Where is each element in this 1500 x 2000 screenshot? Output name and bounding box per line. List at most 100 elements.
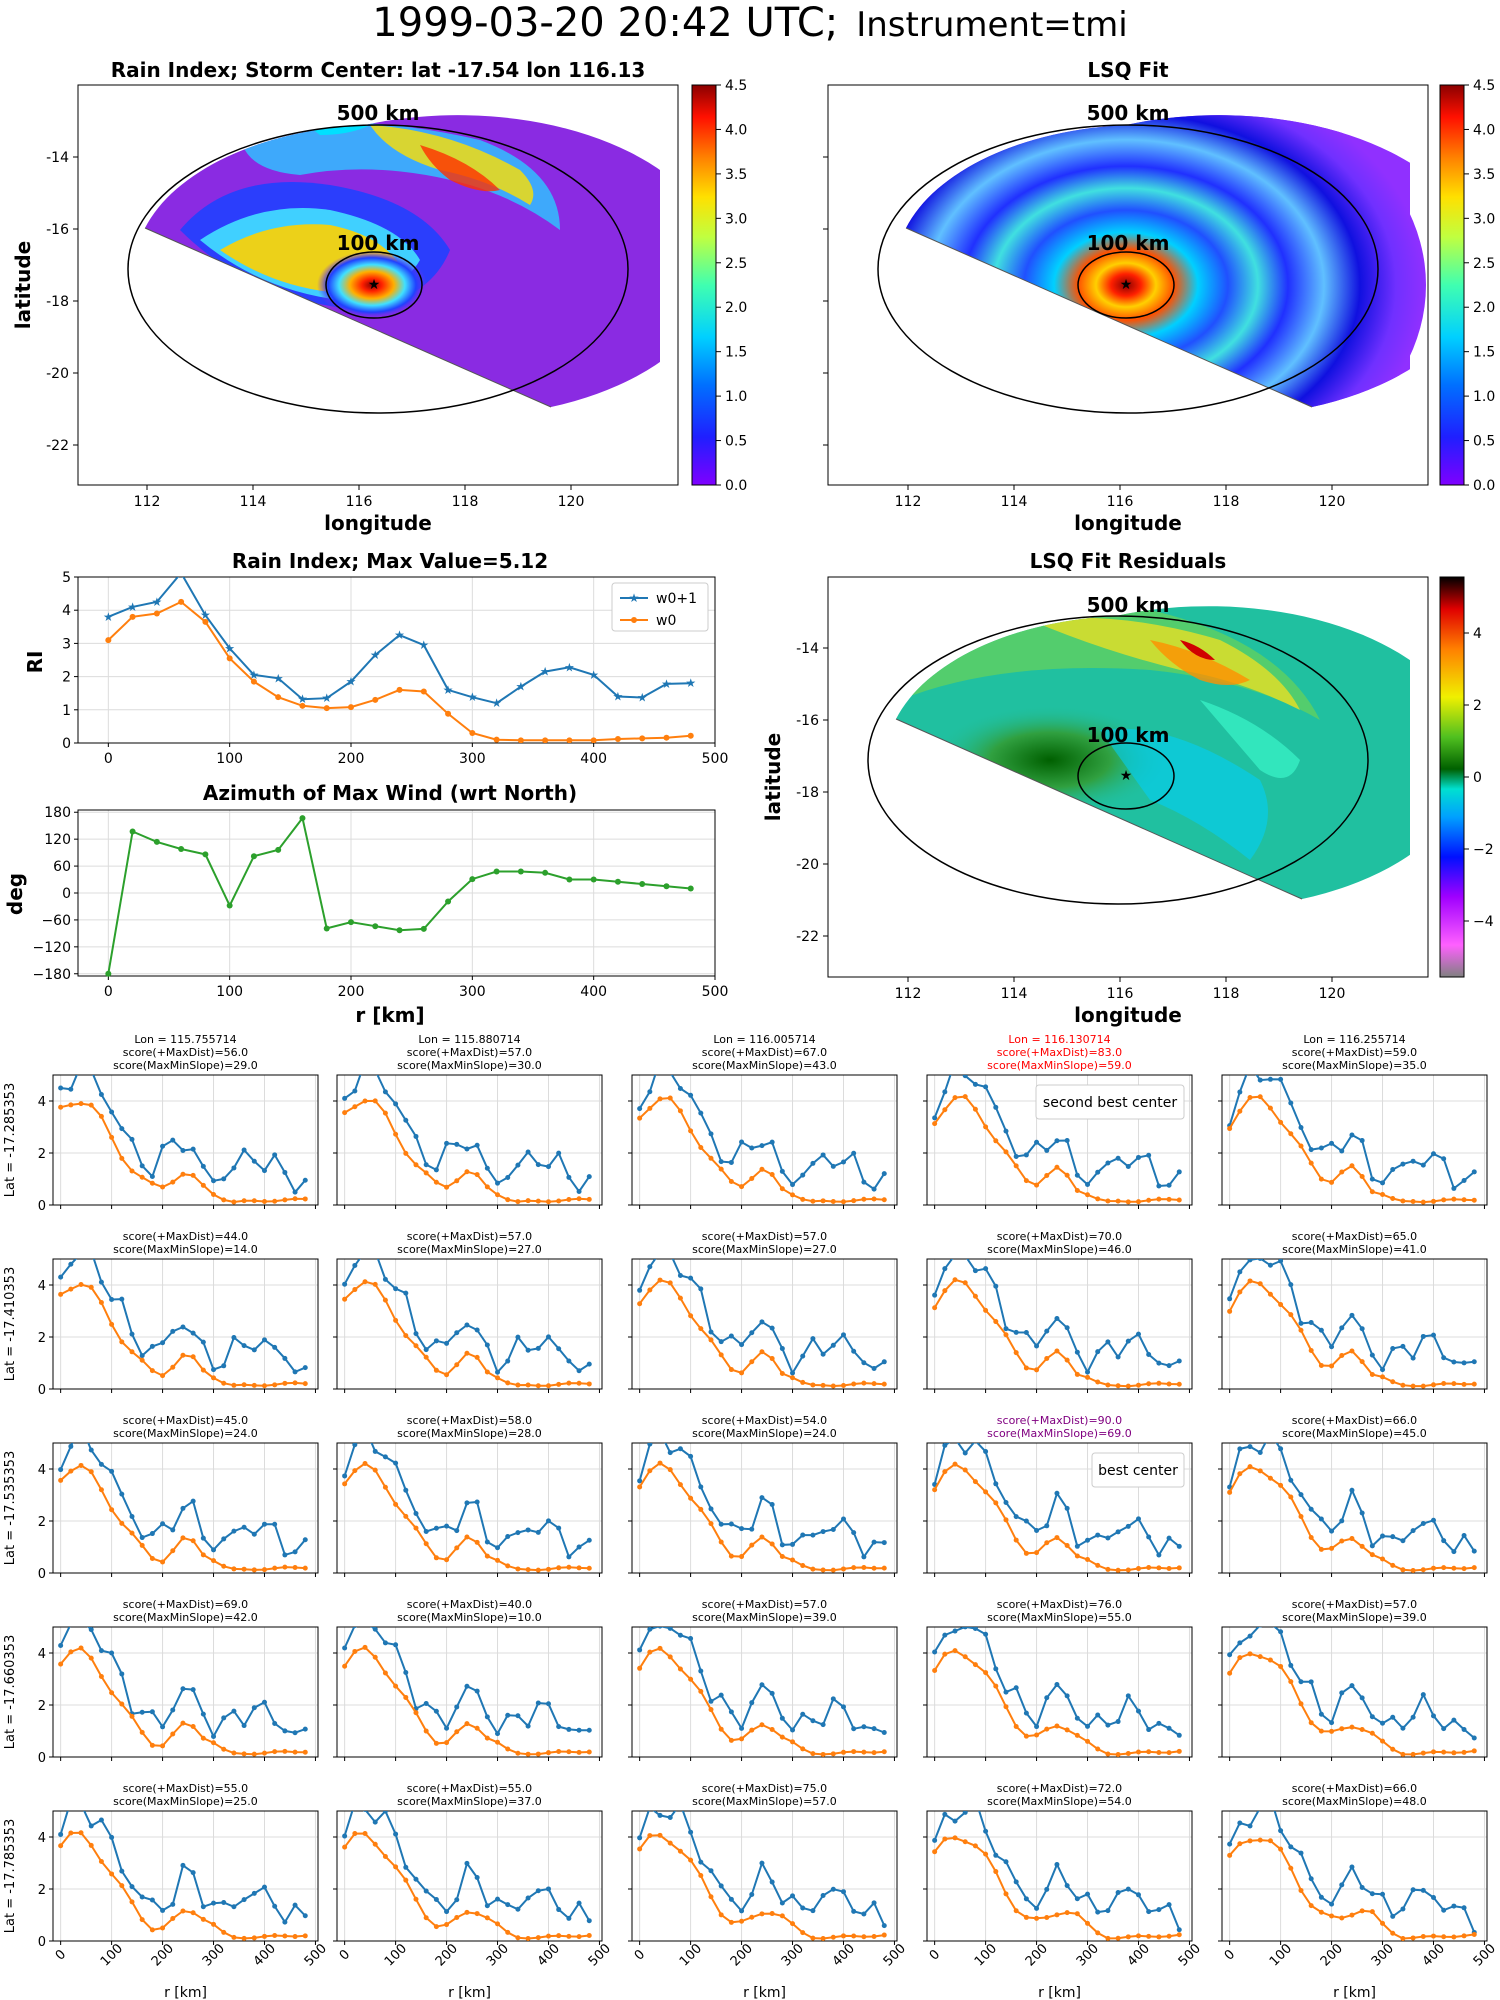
panel-w0-point bbox=[342, 1110, 348, 1116]
panel-w0-point bbox=[170, 1731, 176, 1737]
panel-w0-point bbox=[139, 1542, 145, 1548]
panel-w0p1-point bbox=[241, 1147, 247, 1153]
azimuth-ytick-label: 0 bbox=[62, 886, 71, 902]
panel-w0-point bbox=[1085, 1556, 1091, 1562]
panel-w0-point bbox=[830, 1198, 836, 1204]
panel-w0p1-point bbox=[1054, 1682, 1060, 1688]
panel-r3-c5: score(+MaxDist)=66.0score(MaxMinSlope)=4… bbox=[1218, 1414, 1488, 1577]
panel-w0p1-point bbox=[1329, 1720, 1335, 1726]
panel-w0-point bbox=[464, 1909, 470, 1915]
panel-w0p1-point bbox=[129, 1331, 135, 1337]
panel-w0-point bbox=[515, 1935, 521, 1941]
azimuth-series-group bbox=[105, 815, 694, 977]
panel-w0-point bbox=[362, 1461, 368, 1467]
panel-w0-point bbox=[1156, 1380, 1162, 1386]
panel-w0-point bbox=[535, 1935, 541, 1941]
panel-w0-point bbox=[484, 1553, 490, 1559]
panel-w0p1-point bbox=[1023, 1710, 1029, 1716]
panel-w0p1-point bbox=[363, 1059, 368, 1064]
panel-w0-point bbox=[231, 1566, 237, 1572]
panel-w0p1-point bbox=[647, 1089, 653, 1095]
panel-w0-point bbox=[292, 1749, 298, 1755]
panel-ytick-label: 2 bbox=[38, 1883, 46, 1898]
panel-w0-point bbox=[728, 1737, 734, 1743]
panel-w0p1-point bbox=[1349, 1312, 1355, 1318]
panel-w0p1-point bbox=[68, 1261, 74, 1267]
panel-w0-point bbox=[282, 1197, 288, 1203]
panel-w0-point bbox=[810, 1198, 816, 1204]
panel-w0p1-point bbox=[1420, 1162, 1426, 1168]
panel-w0p1-point bbox=[1339, 1148, 1345, 1154]
panel-w0-point bbox=[576, 1196, 582, 1202]
panel-r1-c4: Lon = 116.130714score(+MaxDist)=83.0scor… bbox=[923, 1033, 1193, 1209]
svg-text:-22: -22 bbox=[796, 929, 819, 945]
panel-score-maxminslope: score(MaxMinSlope)=25.0 bbox=[113, 1795, 258, 1808]
panel-r5-c4: 0 100 200 300 400 500score(+MaxDist)=72.0scor… bbox=[923, 1782, 1204, 2000]
panel-w0p1-point bbox=[373, 1068, 378, 1073]
panel-w0p1-point bbox=[1461, 1905, 1467, 1911]
panel-w0p1-point bbox=[963, 1253, 968, 1258]
panel-w0p1-point bbox=[211, 1900, 217, 1906]
panel-w0p1-point bbox=[433, 1525, 439, 1531]
panel-w0p1-point bbox=[464, 1146, 470, 1152]
panel-w0p1-point bbox=[769, 1879, 775, 1885]
panel-w0-point bbox=[98, 1113, 104, 1119]
rain-profile-w0-point bbox=[178, 598, 185, 605]
panel-score-maxdist: score(+MaxDist)=72.0 bbox=[997, 1782, 1122, 1795]
panel-w0-point bbox=[1125, 1750, 1131, 1756]
panel-w0-point bbox=[586, 1196, 592, 1202]
panel-w0-point bbox=[109, 1321, 115, 1327]
panel-score-maxdist: score(+MaxDist)=57.0 bbox=[1292, 1598, 1417, 1611]
panel-w0-point bbox=[556, 1198, 562, 1204]
panel-w0-point bbox=[1410, 1383, 1416, 1389]
colorbar-tick-label: 4 bbox=[1473, 626, 1482, 642]
rain-profile-w0p1-point: ★ bbox=[515, 680, 526, 694]
panel-w0-point bbox=[1135, 1933, 1141, 1939]
panel-r2-c4: score(+MaxDist)=70.0score(MaxMinSlope)=4… bbox=[923, 1230, 1193, 1393]
panel-w0p1-point bbox=[1268, 1621, 1273, 1626]
panel-w0-point bbox=[840, 1383, 846, 1389]
panel-w0-group bbox=[1227, 1464, 1477, 1573]
panel-r1-c5: Lon = 116.255714score(+MaxDist)=59.0scor… bbox=[1218, 1033, 1488, 1209]
panel-w0-point bbox=[261, 1567, 267, 1573]
panel-w0p1-point bbox=[272, 1903, 278, 1909]
panel-w0p1-point bbox=[667, 1814, 673, 1820]
panel-w0p1-point bbox=[433, 1167, 439, 1173]
azimuth-xtick-label: 0 bbox=[104, 984, 113, 1000]
panel-w0-point bbox=[739, 1184, 745, 1190]
panel-w0-point bbox=[1267, 1291, 1273, 1297]
panel-w0-point bbox=[698, 1506, 704, 1512]
panel-w0p1-point bbox=[932, 1115, 938, 1121]
panel-w0p1-point bbox=[1135, 1331, 1141, 1337]
panel-r4-c2: score(+MaxDist)=40.0score(MaxMinSlope)=1… bbox=[333, 1598, 603, 1761]
panel-w0-point bbox=[1390, 1379, 1396, 1385]
panel-w0p1-point bbox=[1451, 1549, 1457, 1555]
panel-w0-point bbox=[413, 1896, 419, 1902]
panel-w0-group bbox=[342, 1831, 592, 1941]
panel-w0-point bbox=[1390, 1746, 1396, 1752]
panel-w0p1-point bbox=[1176, 1543, 1182, 1549]
panel-w0p1-point bbox=[484, 1714, 490, 1720]
panel-w0p1-point bbox=[342, 1281, 348, 1287]
panel-w0-point bbox=[1359, 1908, 1365, 1914]
panel-w0-point bbox=[474, 1911, 480, 1917]
panel-w0p1-point bbox=[352, 1443, 358, 1448]
panel-score-maxminslope: score(MaxMinSlope)=39.0 bbox=[692, 1611, 837, 1624]
panel-w0-point bbox=[68, 1102, 74, 1108]
panel-w0p1-point bbox=[647, 1805, 652, 1810]
panel-w0-point bbox=[1054, 1535, 1060, 1541]
panel-w0-point bbox=[718, 1166, 724, 1172]
panel-w0-point bbox=[881, 1197, 887, 1203]
panel-w0-point bbox=[739, 1736, 745, 1742]
panel-w0-point bbox=[78, 1281, 84, 1287]
svg-text:112: 112 bbox=[895, 494, 922, 510]
panel-w0-point bbox=[932, 1849, 938, 1855]
panel-w0p1-point bbox=[433, 1708, 439, 1714]
panel-w0p1-point bbox=[170, 1707, 176, 1713]
panel-w0p1-point bbox=[180, 1686, 186, 1692]
panel-w0-point bbox=[1420, 1567, 1426, 1573]
rain-profile-xtick-label: 0 bbox=[104, 751, 113, 767]
panel-w0-point bbox=[1430, 1565, 1436, 1571]
panel-w0-point bbox=[708, 1337, 714, 1343]
panel-r5-c5: 0 100 200 300 400 500score(+MaxDist)=66.0scor… bbox=[1218, 1782, 1499, 2000]
